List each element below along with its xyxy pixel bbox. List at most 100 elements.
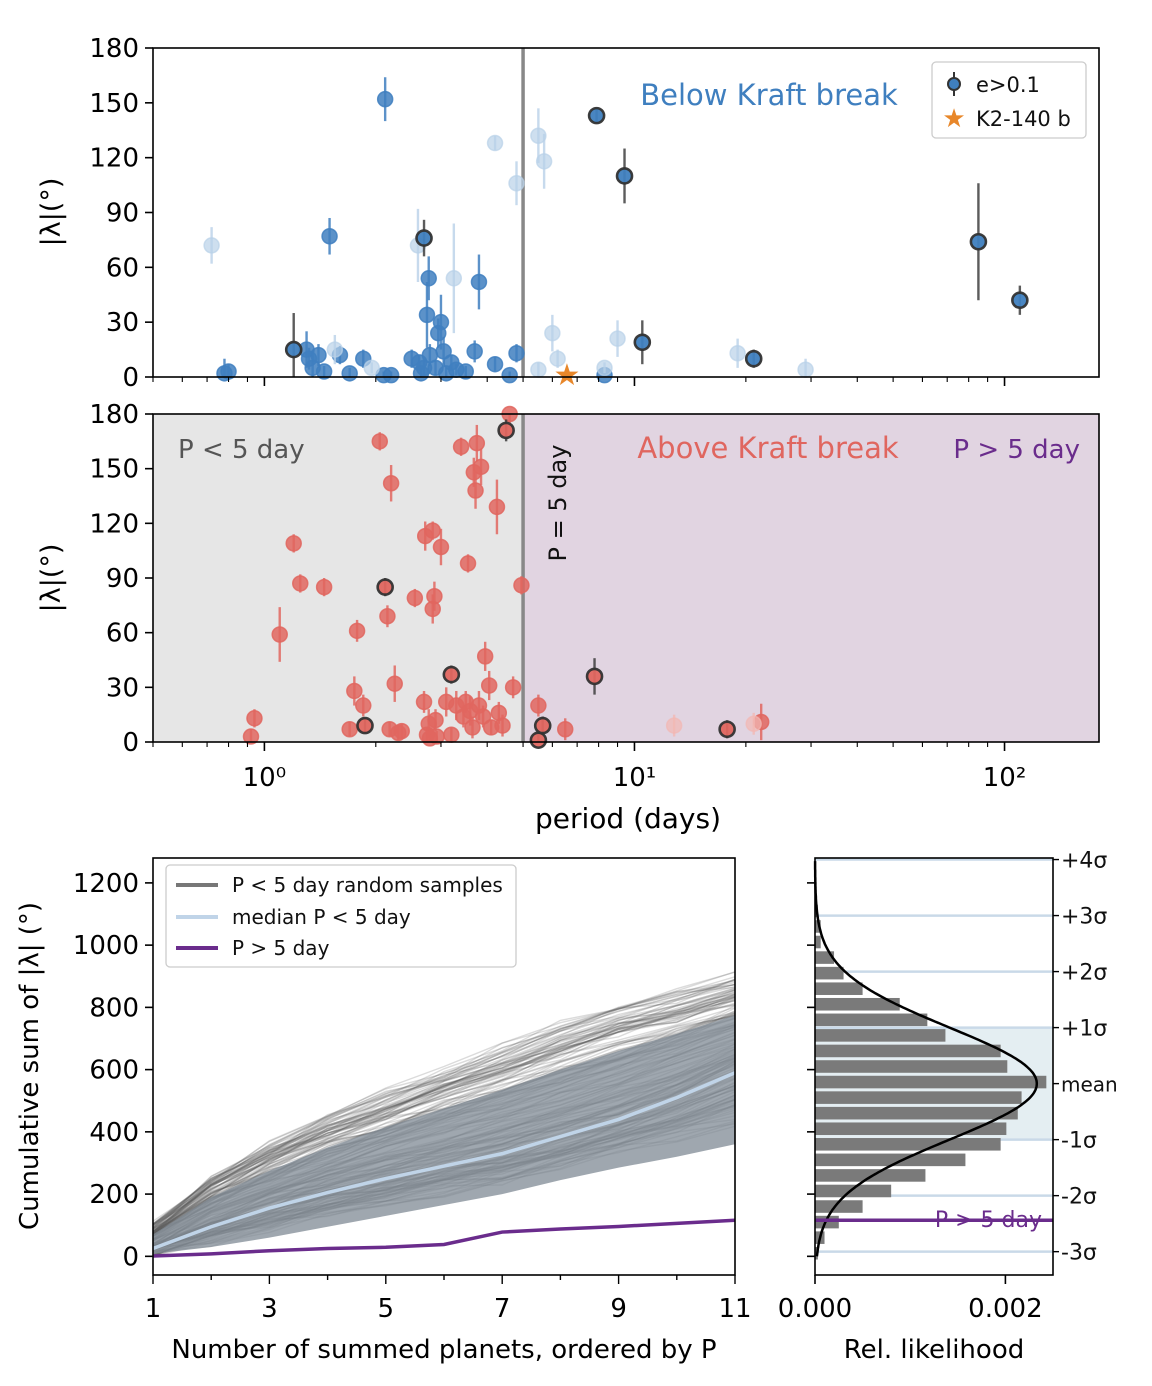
y-tick-label: 180: [89, 34, 139, 64]
sample-trace: [153, 971, 735, 1231]
sample-trace: [153, 1000, 735, 1235]
data-point: [797, 361, 814, 378]
cumulative-x-axis-label: Number of summed planets, ordered by P: [171, 1335, 716, 1365]
histogram-bar: [815, 920, 821, 933]
likelihood-x-ticks: 0.000 0.002: [778, 1275, 1043, 1324]
sample-trace: [153, 1012, 735, 1230]
x-tick-label: 5: [378, 1294, 395, 1324]
x-tick-label: 10⁰: [243, 763, 287, 793]
sample-trace: [153, 990, 735, 1225]
data-point: [474, 708, 492, 725]
sample-trace: [153, 980, 735, 1230]
sample-trace: [153, 994, 735, 1235]
data-point: [504, 679, 522, 696]
sample-trace: [153, 993, 735, 1225]
data-point: [363, 359, 380, 377]
data-point: [501, 366, 518, 384]
sample-trace: [153, 995, 735, 1229]
likelihood-x-axis-label: Rel. likelihood: [844, 1335, 1024, 1365]
y-tick-label: 150: [89, 89, 139, 119]
top-y-ticks: 0 30 60 90 120 150 180: [89, 34, 153, 393]
likelihood-panel: 0.000 0.002 +4σ +3σ +2σ +1σ mean -1σ -2σ -3σ P >…: [778, 849, 1118, 1365]
sample-trace: [153, 984, 735, 1228]
data-point: [470, 273, 488, 291]
legend-label-eccentric: e>0.1: [976, 73, 1040, 97]
data-point: [549, 350, 566, 367]
sample-trace: [153, 979, 735, 1227]
middle-vline-label: P = 5 day: [544, 445, 572, 562]
data-point: [472, 458, 490, 476]
data-point: [406, 589, 424, 607]
sample-trace: [153, 998, 735, 1233]
cumulative-y-ticks: 0 200 400 600 800 1000 1200: [73, 869, 153, 1272]
data-point: [284, 340, 303, 359]
data-point: [382, 474, 400, 492]
cumulative-x-ticks: 1 3 5 7 9 11: [145, 1275, 752, 1324]
data-point: [242, 728, 260, 745]
sample-trace: [153, 996, 735, 1236]
likelihood-y-ticks: [807, 882, 815, 1258]
data-point: [476, 648, 494, 665]
data-point: [415, 693, 433, 711]
sample-trace: [153, 983, 735, 1229]
histogram-bar: [815, 1091, 1022, 1104]
sample-trace: [153, 1003, 735, 1230]
middle-shaded-regions: [153, 414, 1099, 742]
data-point: [633, 333, 652, 352]
histogram-bar: [815, 1075, 1047, 1089]
y-tick-label: 0: [122, 363, 139, 393]
top-panel: ★ 0 30 60 90 120 150 180 |λ|(°) Below Kraft br…: [36, 34, 1100, 393]
data-point: [321, 228, 338, 245]
cumulative-legend: P < 5 day random samples median P < 5 da…: [165, 864, 517, 968]
data-point: [452, 438, 470, 456]
histogram-bar: [815, 1044, 1001, 1058]
data-point: [486, 355, 504, 373]
data-point: [513, 577, 530, 594]
cumulative-panel: 0 200 400 600 800 1000 1200 1 3 5 7 9 11 Cumulative…: [15, 857, 752, 1365]
y-tick-label: 120: [89, 509, 139, 539]
x-tick-label: 10¹: [613, 763, 657, 793]
data-point: [271, 626, 288, 643]
sample-trace: [153, 1007, 735, 1235]
data-point: [348, 622, 366, 640]
median-line: [153, 1071, 735, 1251]
sample-trace: [153, 983, 735, 1233]
data-point: [530, 127, 547, 144]
sample-trace: [153, 995, 735, 1232]
histogram-bar: [815, 1106, 1018, 1120]
y-tick-label: 60: [106, 253, 139, 283]
sigma-label: mean: [1061, 1073, 1118, 1097]
top-plot-area: ★: [203, 48, 1029, 393]
data-point: [356, 716, 374, 735]
sample-trace: [153, 992, 735, 1230]
data-point: [486, 134, 504, 152]
sample-trace: [153, 1006, 735, 1237]
y-tick-label: 400: [89, 1118, 139, 1148]
sample-trace: [153, 993, 735, 1235]
sample-trace: [153, 1014, 735, 1235]
gaussian-curve: [813, 861, 1039, 1257]
sample-trace: [153, 997, 735, 1236]
sample-trace: [153, 995, 735, 1226]
shade-below-5-day: [153, 414, 524, 742]
observed-line: [153, 1218, 735, 1258]
y-tick-label: 120: [89, 144, 139, 174]
sigma-labels: +4σ +3σ +2σ +1σ mean -1σ -2σ -3σ: [1053, 849, 1118, 1266]
histogram-bar: [815, 966, 844, 980]
sample-trace: [153, 1018, 735, 1235]
data-point: [426, 587, 443, 605]
top-legend: e>0.1 ★ K2-140 b: [931, 61, 1087, 139]
y-tick-label: 90: [106, 564, 139, 594]
sigma-label: -3σ: [1061, 1241, 1097, 1266]
sample-trace: [153, 999, 735, 1226]
data-point: [556, 720, 574, 738]
x-tick-label: 10²: [983, 763, 1027, 793]
middle-x-axis-label: period (days): [535, 802, 721, 835]
sample-trace: [153, 978, 735, 1225]
sample-trace: [153, 978, 735, 1225]
sample-trace: [153, 989, 735, 1227]
data-point: [341, 720, 358, 738]
x-tick-label: 1: [145, 1294, 162, 1324]
middle-annotation-center: Above Kraft break: [637, 431, 899, 465]
data-point: [464, 719, 481, 736]
